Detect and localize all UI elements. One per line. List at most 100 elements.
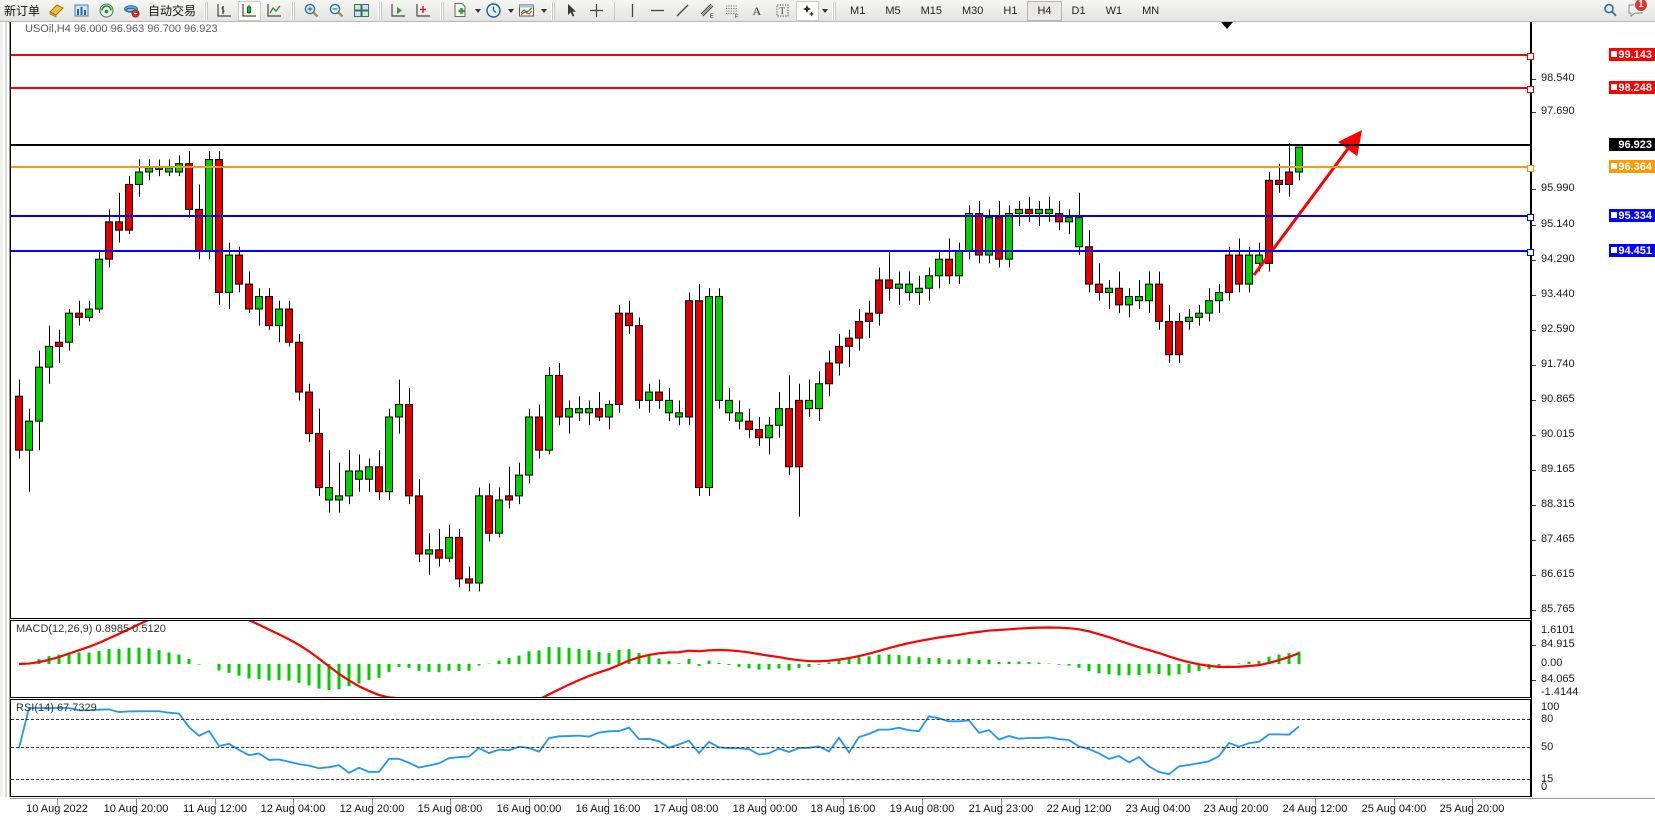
support-blue-upper-tag[interactable]: 95.334	[1609, 209, 1655, 222]
timeframe-w1[interactable]: W1	[1105, 4, 1123, 17]
tag-handle	[1611, 163, 1618, 169]
vertical-line-icon[interactable]	[621, 1, 644, 21]
toolbar-separator	[551, 1, 556, 20]
timeframe-d1[interactable]: D1	[1071, 4, 1086, 17]
time-tick	[1236, 799, 1237, 805]
price-tick	[1532, 79, 1536, 80]
templates-icon[interactable]	[515, 1, 538, 21]
price-tick	[1532, 470, 1536, 471]
time-tick-label: 25 Aug 04:00	[1361, 803, 1427, 815]
timeframe-h1[interactable]: H1	[1003, 4, 1018, 17]
tag-handle	[1611, 247, 1618, 253]
cursor-pointer-icon[interactable]	[560, 1, 583, 21]
time-tick	[293, 799, 294, 805]
macd-panel[interactable]: MACD(12,26,9) 0.8985 0.5120	[10, 620, 1531, 698]
price-axis[interactable]: 99.143 98.248 96.923 96.364 95.334 94.451 98.5…	[1531, 22, 1655, 797]
orange-level-tag[interactable]: 96.364	[1609, 160, 1655, 173]
toolbar-separator	[204, 1, 209, 20]
price-tick-label: 89.165	[1541, 463, 1575, 475]
svg-text:A: A	[753, 4, 762, 18]
chart-workspace[interactable]: USOil,H4 96.000 96.963 96.700 96.923 MAC…	[0, 22, 1655, 819]
line-handle[interactable]	[1527, 249, 1534, 256]
rsi-level-15	[11, 779, 1530, 780]
price-tick	[1532, 330, 1536, 331]
price-tick	[1532, 680, 1536, 681]
current-price-tag[interactable]: 96.923	[1609, 138, 1655, 151]
chevron-down-icon[interactable]	[475, 8, 482, 13]
resistance-red-upper-line[interactable]	[11, 53, 1534, 60]
line-handle[interactable]	[1527, 165, 1534, 172]
text-tool-icon[interactable]: A	[746, 1, 769, 21]
timeframe-m15[interactable]: M15	[920, 4, 942, 17]
line-chart-type-icon[interactable]	[263, 1, 286, 21]
news-icon[interactable]	[95, 1, 118, 21]
support-blue-lower-tag[interactable]: 94.451	[1609, 244, 1655, 257]
time-tick	[215, 799, 216, 805]
tag-handle	[1611, 84, 1618, 90]
time-tick	[686, 799, 687, 805]
rsi-panel[interactable]: RSI(14) 67.7329	[10, 699, 1531, 797]
auto-trading-button[interactable]: 自动交易	[148, 4, 197, 18]
zoom-out-icon[interactable]	[325, 1, 348, 21]
toolbar-divider	[614, 1, 616, 20]
line-handle[interactable]	[1527, 86, 1534, 93]
search-icon[interactable]	[1599, 1, 1622, 21]
time-tick-label: 18 Aug 16:00	[810, 803, 876, 815]
expert-advisor-icon[interactable]	[120, 1, 143, 21]
time-axis[interactable]: 10 Aug 2022 10 Aug 20:00 11 Aug 12:00 12 Au…	[10, 798, 1655, 819]
support-blue-upper-line[interactable]	[11, 214, 1534, 221]
timeframe-mn[interactable]: MN	[1142, 4, 1160, 17]
trendline-icon[interactable]	[671, 1, 694, 21]
candlestick-chart-type-icon[interactable]	[238, 0, 262, 21]
price-tick-label: 87.465	[1541, 533, 1575, 545]
svg-text:F: F	[735, 14, 739, 19]
fibonacci-icon[interactable]: F	[721, 1, 744, 21]
zoom-in-icon[interactable]	[300, 1, 323, 21]
line-handle[interactable]	[1527, 214, 1534, 221]
timeframe-h4[interactable]: H4	[1027, 0, 1062, 21]
macd-tick-label: 0.00	[1541, 657, 1563, 669]
price-tick-label: 92.590	[1541, 323, 1575, 335]
line-handle[interactable]	[1527, 53, 1534, 60]
new-order-icon[interactable]	[45, 1, 68, 21]
timeframe-m5[interactable]: M5	[885, 4, 901, 17]
timeframe-m1[interactable]: M1	[850, 4, 866, 17]
time-tick	[529, 799, 530, 805]
tile-windows-icon[interactable]	[350, 1, 373, 21]
horizontal-line-icon[interactable]	[646, 1, 669, 21]
price-tick-label: 91.740	[1541, 358, 1575, 370]
period-clock-icon[interactable]	[482, 1, 505, 21]
time-tick	[765, 799, 766, 805]
add-indicator-icon[interactable]	[449, 1, 472, 21]
rsi-tick-label: 100	[1541, 701, 1560, 713]
orange-level-line[interactable]	[11, 165, 1534, 172]
objects-list-icon[interactable]	[796, 0, 820, 21]
resistance-red-lower-line[interactable]	[11, 86, 1534, 93]
auto-scroll-icon[interactable]	[412, 1, 435, 21]
timeframe-m30[interactable]: M30	[962, 4, 984, 17]
time-tick	[1158, 799, 1159, 805]
bar-chart-icon[interactable]	[70, 1, 93, 21]
price-tick-label: 90.015	[1541, 428, 1575, 440]
current-price-line[interactable]	[11, 144, 1530, 146]
price-tick-label: 84.065	[1541, 673, 1575, 685]
chart-shift-icon[interactable]	[387, 1, 410, 21]
resistance-red-upper-tag[interactable]: 99.143	[1609, 48, 1655, 61]
new-order-button[interactable]: 新订单	[4, 4, 41, 18]
price-tick-label: 84.915	[1541, 638, 1575, 650]
price-tick	[1532, 435, 1536, 436]
candlestick-series	[15, 142, 1303, 592]
chevron-down-icon[interactable]	[541, 8, 548, 13]
chat-icon[interactable]: 1	[1624, 0, 1648, 21]
resistance-red-lower-tag[interactable]: 98.248	[1609, 81, 1655, 94]
text-label-icon[interactable]: T	[771, 1, 794, 21]
bar-chart-type-icon[interactable]	[213, 1, 236, 21]
chart-left-rail	[0, 22, 10, 797]
price-chart-panel[interactable]: USOil,H4 96.000 96.963 96.700 96.923	[10, 22, 1534, 619]
chevron-down-icon[interactable]	[822, 8, 829, 13]
crosshair-icon[interactable]	[585, 1, 608, 21]
time-tick	[57, 799, 58, 805]
equidistant-channel-icon[interactable]: E	[696, 1, 719, 21]
chevron-down-icon[interactable]	[508, 8, 515, 13]
support-blue-lower-line[interactable]	[11, 249, 1534, 256]
